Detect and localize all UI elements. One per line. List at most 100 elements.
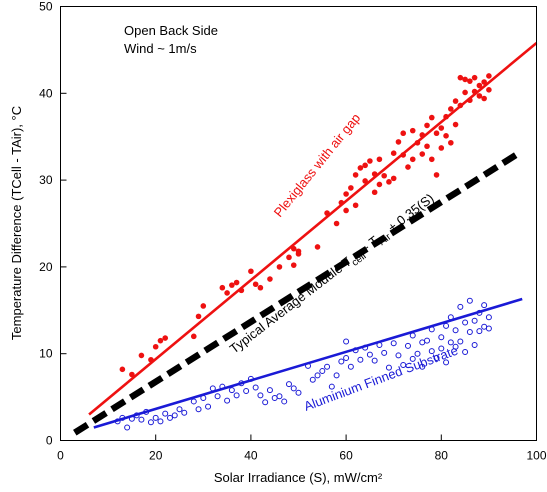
plexiglass-point: [467, 78, 473, 84]
aluminium-point: [343, 338, 350, 345]
aluminium-point: [457, 303, 464, 310]
plexiglass-point: [200, 303, 207, 309]
plexiglass-point: [428, 114, 435, 121]
aluminium-point: [424, 337, 431, 344]
aluminium-point: [195, 406, 202, 413]
plexiglass-point: [371, 189, 378, 196]
aluminium-point: [257, 392, 264, 399]
plexiglass-point: [157, 337, 164, 344]
aluminium-point: [319, 368, 326, 375]
plexiglass-point: [290, 262, 297, 268]
plexiglass-point: [433, 130, 440, 137]
aluminium-point: [462, 319, 469, 326]
aluminium-point: [471, 342, 478, 349]
aluminium-point: [481, 323, 488, 330]
plexiglass-point: [333, 220, 340, 227]
plexiglass-point: [409, 156, 416, 163]
aluminium-point: [181, 409, 188, 416]
aluminium-point: [447, 339, 454, 346]
x-axis-label: Solar Irradiance (S), mW/cm²: [214, 470, 383, 485]
plexiglass-point: [343, 191, 349, 197]
y-tick-label: 40: [39, 86, 53, 100]
aluminium-point: [481, 302, 488, 309]
annotation-wind: Wind ~ 1m/s: [124, 41, 197, 56]
aluminium-point: [443, 359, 450, 366]
aluminium-point: [433, 355, 440, 362]
aluminium-point: [176, 406, 183, 413]
plexiglass-point: [362, 162, 368, 169]
plexiglass-point: [295, 251, 302, 257]
plexiglass-point: [438, 125, 445, 131]
plexiglass-point: [424, 122, 430, 129]
aluminium-point: [438, 345, 445, 352]
aluminium-point: [205, 403, 212, 410]
plexiglass-point: [462, 89, 468, 96]
plexiglass-point: [443, 133, 449, 139]
plexiglass-point: [195, 313, 202, 320]
aluminium-point: [314, 372, 321, 379]
ticks-layer: 0 20 40 60 80 100 0 10 20 30 40 50: [39, 0, 547, 463]
aluminium-point: [343, 355, 350, 362]
plexiglass-point: [252, 281, 259, 288]
x-tick-label: 100: [526, 449, 546, 463]
aluminium-point: [366, 351, 373, 358]
plexiglass-point: [224, 290, 230, 296]
aluminium-point: [271, 394, 278, 401]
aluminium-point: [233, 392, 240, 399]
aluminium-point: [357, 356, 364, 363]
aluminium-fit-label: Aluminium Finned Substrate: [302, 343, 460, 414]
plexiglass-point: [481, 79, 487, 85]
plexiglass-point: [267, 276, 273, 282]
plexiglass-point: [229, 282, 235, 288]
x-tick-label: 40: [244, 449, 258, 463]
aluminium-point: [381, 349, 388, 356]
plexiglass-point: [428, 156, 435, 163]
aluminium-point: [262, 399, 269, 406]
aluminium-point: [276, 393, 283, 400]
plexiglass-point: [233, 279, 240, 286]
plexiglass-point: [362, 178, 368, 184]
plexiglass-point: [424, 143, 430, 150]
aluminium-point: [214, 393, 221, 400]
aluminium-point: [290, 385, 297, 392]
plexiglass-point: [448, 139, 454, 146]
y-tick-label: 50: [39, 0, 53, 14]
plexiglass-point: [486, 73, 492, 79]
plexiglass-point: [419, 151, 426, 157]
plexiglass-point: [367, 158, 373, 164]
aluminium-point: [385, 364, 392, 371]
plexiglass-point: [405, 164, 411, 170]
aluminium-point: [462, 348, 469, 355]
y-tick-label: 10: [39, 347, 53, 361]
aluminium-point: [443, 322, 450, 329]
aluminium-point: [333, 372, 340, 379]
aluminium-point: [409, 355, 416, 362]
aluminium-point: [395, 352, 402, 359]
aluminium-point: [252, 384, 259, 391]
plexiglass-point: [376, 181, 383, 188]
aluminium-point: [124, 424, 131, 431]
aluminium-point: [190, 398, 197, 405]
plexiglass-point: [409, 127, 416, 134]
annotation-open-back-side: Open Back Side: [124, 23, 218, 38]
aluminium-point: [281, 398, 288, 405]
plexiglass-point: [129, 371, 135, 378]
plexiglass-point: [276, 264, 283, 270]
aluminium-point: [266, 387, 273, 394]
plexiglass-point: [433, 172, 440, 178]
aluminium-point: [152, 414, 159, 421]
plexiglass-point: [119, 366, 126, 373]
y-tick-label: 0: [46, 434, 53, 448]
plexiglass-point: [190, 333, 197, 340]
aluminium-point: [452, 343, 459, 350]
x-tick-label: 80: [435, 449, 449, 463]
fit-lines-layer: [73, 41, 538, 436]
plexiglass-point: [386, 179, 392, 185]
plexiglass-point: [314, 244, 321, 250]
aluminium-point: [309, 376, 316, 383]
aluminium-point: [428, 348, 435, 355]
aluminium-point: [171, 412, 178, 419]
y-axis-label: Temperature Difference (TCell - TAir), °…: [9, 106, 24, 340]
plexiglass-fit-label: Plexiglass with air gap: [271, 110, 364, 219]
